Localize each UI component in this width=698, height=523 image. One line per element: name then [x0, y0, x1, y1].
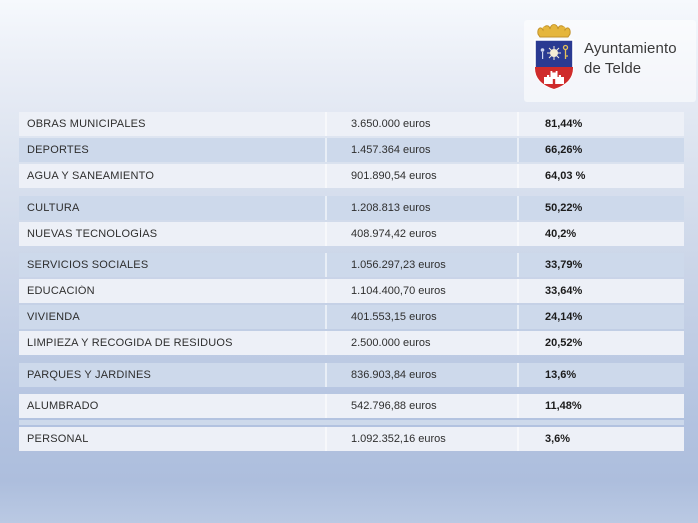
left-emblem-icon [540, 48, 545, 59]
table-row: EDUCACIÓN 1.104.400,70 euros 33,64% [19, 279, 684, 303]
row-amount: 1.457.364 euros [351, 144, 431, 156]
row-spacer [19, 357, 684, 361]
row-label: EDUCACIÓN [27, 285, 95, 297]
row-label: OBRAS MUNICIPALES [27, 118, 146, 130]
table-row: PARQUES Y JARDINES 836.903,84 euros 13,6% [19, 363, 684, 387]
budget-table: OBRAS MUNICIPALES 3.650.000 euros 81,44% DE… [19, 112, 684, 453]
row-amount: 408.974,42 euros [351, 228, 437, 240]
table-row: CULTURA 1.208.813 euros 50,22% [19, 196, 684, 220]
row-percent: 50,22% [545, 202, 583, 214]
row-amount: 401.553,15 euros [351, 311, 437, 323]
row-amount: 2.500.000 euros [351, 337, 431, 349]
table-row: OBRAS MUNICIPALES 3.650.000 euros 81,44% [19, 112, 684, 136]
row-label: AGUA Y SANEAMIENTO [27, 170, 155, 182]
row-percent: 33,64% [545, 285, 583, 297]
org-name-line2: de Telde [584, 59, 642, 77]
shield-icon [534, 39, 574, 90]
row-label: SERVICIOS SOCIALES [27, 259, 149, 271]
row-amount: 1.104.400,70 euros [351, 285, 446, 297]
row-percent: 64,03 % [545, 170, 586, 182]
row-percent: 20,52% [545, 337, 583, 349]
row-amount: 836.903,84 euros [351, 369, 437, 381]
row-amount: 542.796,88 euros [351, 400, 437, 412]
table-row: AGUA Y SANEAMIENTO 901.890,54 euros 64,03 … [19, 164, 684, 188]
row-percent: 33,79% [545, 259, 583, 271]
row-label: NUEVAS TECNOLOGÍAS [27, 228, 158, 240]
row-percent: 3,6% [545, 433, 571, 445]
row-label: DEPORTES [27, 144, 89, 156]
row-amount: 901.890,54 euros [351, 170, 437, 182]
crown-icon [537, 24, 571, 38]
sun-emblem-icon [547, 46, 561, 60]
row-amount: 1.208.813 euros [351, 202, 431, 214]
row-spacer [19, 389, 684, 392]
row-label: PERSONAL [27, 433, 89, 445]
row-label: LIMPIEZA Y RECOGIDA DE RESIDUOS [27, 337, 233, 349]
castle-emblem-icon [544, 71, 564, 84]
row-percent: 66,26% [545, 144, 583, 156]
row-percent: 11,48% [545, 400, 582, 412]
row-label: ALUMBRADO [27, 400, 99, 412]
table-row: DEPORTES 1.457.364 euros 66,26% [19, 138, 684, 162]
row-percent: 81,44% [545, 118, 583, 130]
row-percent: 24,14% [545, 311, 583, 323]
table-row: NUEVAS TECNOLOGÍAS 408.974,42 euros 40,2% [19, 222, 684, 246]
logo-panel: Ayuntamiento de Telde [524, 20, 696, 102]
table-row: LIMPIEZA Y RECOGIDA DE RESIDUOS 2.500.000… [19, 331, 684, 355]
table-row: ALUMBRADO 542.796,88 euros 11,48% [19, 394, 684, 418]
row-amount: 3.650.000 euros [351, 118, 431, 130]
row-label: PARQUES Y JARDINES [27, 369, 152, 381]
row-amount: 1.092.352,16 euros [351, 433, 446, 445]
org-name: Ayuntamiento de Telde [584, 39, 677, 78]
row-percent: 13,6% [545, 369, 577, 381]
row-percent: 40,2% [545, 228, 577, 240]
row-spacer [19, 248, 684, 251]
org-name-line1: Ayuntamiento [584, 40, 677, 57]
row-label: VIVIENDA [27, 311, 80, 323]
coat-of-arms-icon [534, 24, 574, 90]
key-emblem-icon [562, 44, 569, 59]
row-amount: 1.056.297,23 euros [351, 259, 446, 271]
row-label: CULTURA [27, 202, 80, 214]
table-row: VIVIENDA 401.553,15 euros 24,14% [19, 305, 684, 329]
table-row: SERVICIOS SOCIALES 1.056.297,23 euros 33,7… [19, 253, 684, 277]
row-spacer [19, 420, 684, 425]
row-spacer [19, 190, 684, 194]
table-row: PERSONAL 1.092.352,16 euros 3,6% [19, 427, 684, 451]
